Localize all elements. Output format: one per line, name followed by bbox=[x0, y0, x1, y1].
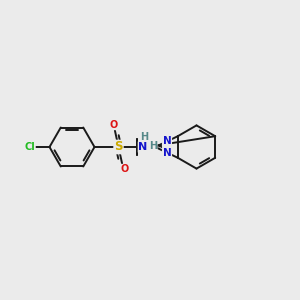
Text: N: N bbox=[139, 142, 148, 152]
Text: Cl: Cl bbox=[24, 142, 35, 152]
Text: N: N bbox=[163, 136, 171, 146]
Text: N: N bbox=[163, 148, 171, 158]
Text: O: O bbox=[110, 119, 118, 130]
Text: H: H bbox=[140, 132, 148, 142]
Text: S: S bbox=[114, 140, 123, 154]
Text: H: H bbox=[149, 141, 157, 152]
Text: O: O bbox=[121, 164, 129, 175]
